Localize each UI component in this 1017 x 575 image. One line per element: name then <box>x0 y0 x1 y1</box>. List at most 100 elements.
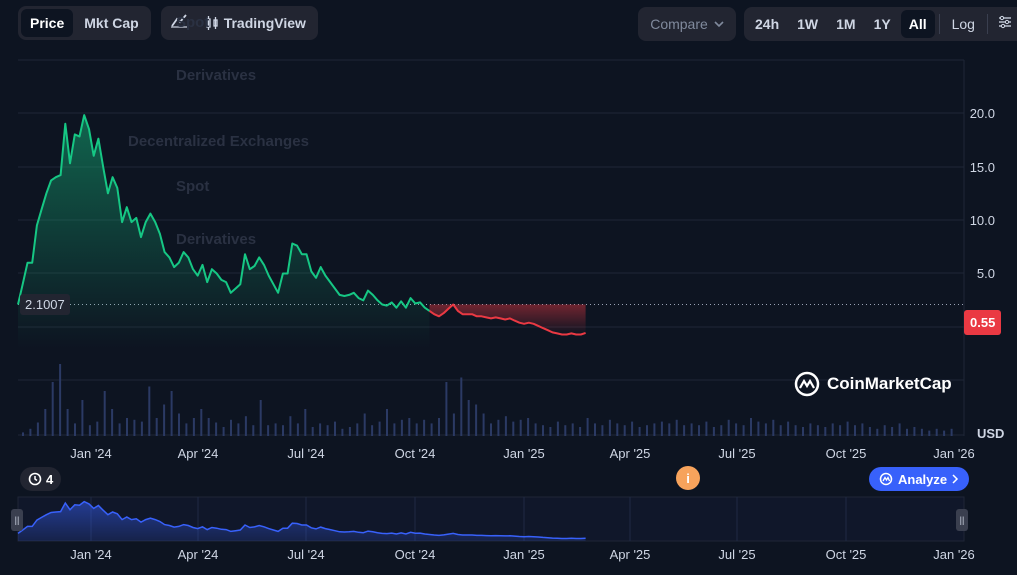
navigator-frame <box>17 496 965 542</box>
volume-bar <box>586 418 589 436</box>
volume-bar <box>274 423 277 436</box>
volume-bar <box>237 423 240 436</box>
x-tick-label: Jul '25 <box>718 446 756 461</box>
volume-bar <box>170 391 173 436</box>
history-icon <box>28 472 42 486</box>
volume-bar <box>29 428 32 436</box>
volume-bar <box>876 428 879 436</box>
sliders-icon <box>998 15 1011 29</box>
volume-bar <box>244 416 247 436</box>
price-mktcap-toggle: Price Mkt Cap <box>18 6 151 40</box>
volume-bar <box>482 413 485 436</box>
price-button[interactable]: Price <box>21 9 74 37</box>
volume-bar <box>74 423 76 436</box>
volume-bar <box>178 413 180 436</box>
volume-bar <box>348 427 351 436</box>
volume-bar <box>794 425 797 436</box>
volume-bar <box>185 423 188 436</box>
navigator-line <box>17 500 586 540</box>
volume-bar <box>408 418 411 436</box>
price-line-down <box>428 303 586 336</box>
volume-bar <box>824 427 827 436</box>
navigator-tick-label: Jan '24 <box>70 547 112 562</box>
navigator-tick-label: Apr '24 <box>177 547 219 562</box>
volume-bar <box>490 423 492 436</box>
event-marker[interactable]: i <box>676 466 700 490</box>
volume-bar <box>371 425 374 436</box>
volume-bar <box>883 425 886 436</box>
volume-bar <box>631 421 634 436</box>
volume-bar <box>742 425 745 436</box>
range-all-button[interactable]: All <box>900 10 935 38</box>
navigator-tick-label: Oct '24 <box>394 547 436 562</box>
ghost-menu-item: Decentralized Exchanges <box>128 133 309 150</box>
volume-bar <box>133 419 136 436</box>
ghost-menu-item: Spot <box>176 14 210 31</box>
volume-bar <box>527 418 530 436</box>
volume-bar <box>601 425 604 436</box>
analyze-button[interactable]: Analyze <box>869 467 970 491</box>
x-tick-label: Oct '24 <box>394 446 436 461</box>
volume-bar <box>163 404 166 436</box>
reference-price-badge: 2.1007 <box>20 294 70 315</box>
x-tick-label: Jan '26 <box>933 446 975 461</box>
volume-bar <box>66 409 69 436</box>
volume-bar <box>712 427 715 436</box>
volume-bar <box>943 430 946 436</box>
volume-bar <box>467 400 470 436</box>
line-chart-button[interactable] <box>164 9 194 37</box>
volume-bar <box>854 425 856 436</box>
range-1y-button[interactable]: 1Y <box>873 16 891 32</box>
volume-bar <box>861 423 864 436</box>
volume-bar <box>215 422 218 436</box>
line-chart-icon <box>170 14 187 28</box>
volume-bar <box>59 364 62 436</box>
volume-bar <box>36 422 39 436</box>
navigator <box>17 496 965 542</box>
x-tick-label: Apr '24 <box>177 446 219 461</box>
log-button[interactable]: Log <box>951 16 975 32</box>
volume-bar <box>44 409 47 436</box>
tradingview-button[interactable]: TradingView <box>196 9 315 37</box>
volume-bar <box>96 421 99 436</box>
navigator-tick-label: Jan '25 <box>503 547 545 562</box>
range-1m-button[interactable]: 1M <box>836 16 856 32</box>
time-range-selector: 24h 1W 1M 1Y All Log <box>744 7 1017 41</box>
navigator-tick-label: Apr '25 <box>609 547 651 562</box>
compare-dropdown[interactable]: Compare <box>638 7 736 41</box>
brand-watermark: CoinMarketCap <box>793 370 952 398</box>
ghost-menu-item: Spot <box>176 178 210 195</box>
navigator-left-handle[interactable]: || <box>11 509 23 531</box>
volume-bar <box>497 419 500 436</box>
volume-bar <box>319 423 322 436</box>
range-24h-button[interactable]: 24h <box>755 16 780 32</box>
navigator-right-handle[interactable]: || <box>956 509 968 531</box>
volume-bar <box>363 413 366 436</box>
range-1w-button[interactable]: 1W <box>797 16 819 32</box>
volume-bar <box>757 421 760 436</box>
volume-bar <box>787 421 790 436</box>
volume-bar <box>22 432 24 436</box>
volume-bar <box>616 423 619 436</box>
settings-button[interactable] <box>992 10 1017 38</box>
price-areas <box>18 115 586 349</box>
volume-bar <box>913 427 916 436</box>
events-button[interactable]: 4 <box>20 467 62 491</box>
volume-bar <box>415 423 418 436</box>
volume-bar <box>386 409 388 436</box>
volume-bar <box>898 423 901 436</box>
volume-bar <box>311 427 314 436</box>
navigator-area <box>18 501 586 541</box>
volume-bar <box>556 421 559 436</box>
mktcap-button[interactable]: Mkt Cap <box>84 15 139 31</box>
y-tick-label: 20.0 <box>969 106 995 121</box>
range-divider <box>938 14 940 34</box>
navigator-tick-label: Jul '24 <box>287 547 325 562</box>
coinmarketcap-logo-icon <box>794 371 820 397</box>
volume-bar <box>950 428 953 436</box>
volume-bar <box>341 428 344 436</box>
volume-bar <box>51 382 54 436</box>
price-area-down <box>429 304 586 335</box>
volume-bar <box>438 418 440 436</box>
